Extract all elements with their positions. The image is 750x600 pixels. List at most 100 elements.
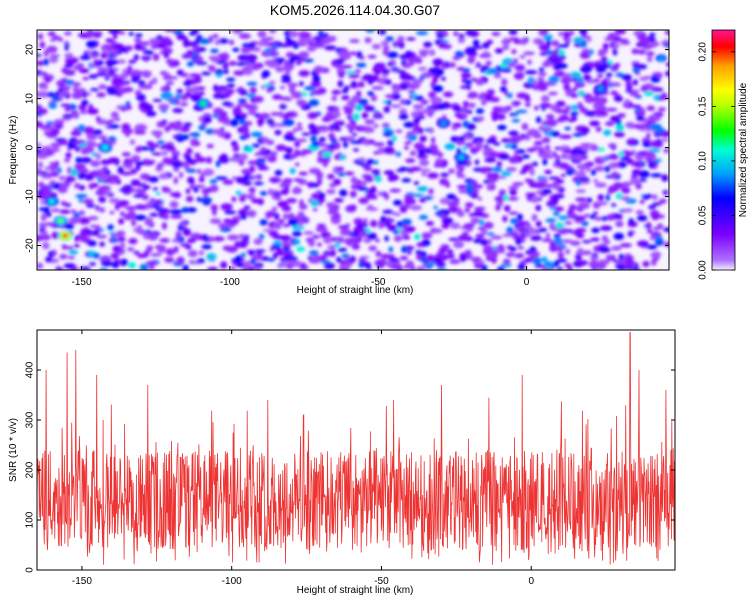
heatmap-cell [475, 260, 486, 264]
heatmap-cell [188, 132, 201, 137]
heatmap-cell [50, 208, 61, 213]
heatmap-cell [552, 151, 557, 158]
heatmap-cell [272, 252, 278, 259]
heatmap-cell [609, 162, 618, 169]
heatmap-cell [293, 178, 303, 182]
heatmap-cell [49, 162, 56, 166]
heatmap-cell [218, 156, 230, 164]
heatmap-cell [605, 193, 611, 202]
heatmap-cell [115, 92, 123, 97]
heatmap-cell [45, 121, 55, 125]
heatmap-cell [462, 100, 469, 108]
heatmap-cell [267, 60, 279, 68]
heatmap-cell [316, 223, 326, 228]
heatmap-cell [439, 214, 447, 219]
heatmap-x-label: Height of straight line (km) [297, 285, 414, 296]
heatmap-cell [363, 74, 374, 79]
heatmap-cell [475, 233, 485, 240]
heatmap-cell [357, 81, 365, 88]
heatmap-cell [47, 31, 56, 37]
heatmap-cell [387, 174, 399, 182]
heatmap-cell [107, 179, 117, 185]
heatmap-cell [460, 72, 472, 79]
heatmap-cell [185, 195, 194, 203]
heatmap-cell [206, 143, 214, 149]
heatmap-cell [120, 211, 125, 216]
heatmap-cell [462, 146, 468, 152]
heatmap-cell [86, 203, 95, 208]
heatmap-cell [298, 70, 310, 77]
heatmap-cell [412, 78, 422, 86]
heatmap-cell [280, 85, 285, 90]
heatmap-cell [59, 253, 68, 260]
heatmap-cell [513, 235, 524, 240]
heatmap-cell [612, 48, 618, 56]
heatmap-cell [275, 245, 281, 250]
heatmap-cell [430, 136, 436, 144]
snr-y-tick-label: 400 [25, 361, 36, 378]
heatmap-cell [106, 89, 119, 95]
heatmap-cell [610, 90, 618, 95]
heatmap-cell [48, 102, 57, 109]
heatmap-cell [298, 217, 310, 222]
heatmap-cell [465, 135, 472, 140]
heatmap-cells [37, 30, 669, 270]
heatmap-cell [453, 240, 465, 249]
heatmap-cell [371, 195, 378, 200]
heatmap-cell [493, 75, 503, 79]
snr-y-axis: 0 100 200 300 400 [25, 361, 675, 573]
heatmap-cell [64, 203, 72, 207]
heatmap-cell [534, 105, 539, 111]
heatmap-cell [359, 233, 368, 238]
heatmap-cell [226, 83, 236, 88]
heatmap-cell [216, 73, 223, 78]
heatmap-cell [136, 253, 147, 258]
heatmap-cell [162, 157, 170, 164]
heatmap-cell [516, 92, 528, 99]
heatmap-cell [487, 178, 498, 183]
heatmap-cell [497, 266, 505, 270]
heatmap-cell [238, 153, 248, 161]
heatmap-cell [392, 230, 400, 235]
heatmap-cell [538, 125, 545, 132]
heatmap-cell [364, 119, 376, 125]
heatmap-cell [336, 166, 345, 172]
heatmap-cell [541, 106, 546, 111]
heatmap-cell [480, 166, 491, 171]
heatmap-cell [354, 104, 364, 111]
heatmap-cell [658, 107, 666, 112]
heatmap-cell [350, 176, 358, 184]
heatmap-cell [295, 61, 302, 66]
heatmap-cell [299, 151, 307, 157]
heatmap-cell [508, 211, 519, 215]
heatmap-cell [594, 265, 604, 270]
heatmap-cell [636, 214, 648, 222]
heatmap-cell [428, 144, 438, 151]
heatmap-cell [93, 252, 101, 259]
snr-x-tick-label: -100 [222, 576, 242, 587]
heatmap-cell [143, 55, 149, 62]
heatmap-cell [260, 136, 269, 143]
heatmap-cell [174, 150, 180, 157]
heatmap-cell [358, 260, 365, 269]
heatmap-cell [491, 235, 503, 240]
heatmap-cell [562, 149, 574, 154]
heatmap-cell [161, 151, 169, 156]
heatmap-cell [118, 218, 125, 225]
heatmap-cell [62, 114, 74, 119]
heatmap-cell [260, 112, 270, 119]
heatmap-cell [136, 94, 146, 102]
heatmap-cell [208, 235, 215, 242]
heatmap-cell [467, 91, 479, 99]
heatmap-cell [281, 74, 291, 82]
heatmap-cell [428, 49, 436, 56]
heatmap-cell [402, 235, 411, 240]
heatmap-cell [621, 74, 632, 81]
heatmap-cell [299, 81, 304, 87]
heatmap-x-tick-label: -50 [371, 277, 386, 288]
heatmap-cell [505, 166, 518, 172]
heatmap-cell [553, 211, 560, 217]
heatmap-cell [116, 59, 127, 64]
heatmap-cell [492, 251, 498, 258]
heatmap-cell [446, 193, 456, 200]
